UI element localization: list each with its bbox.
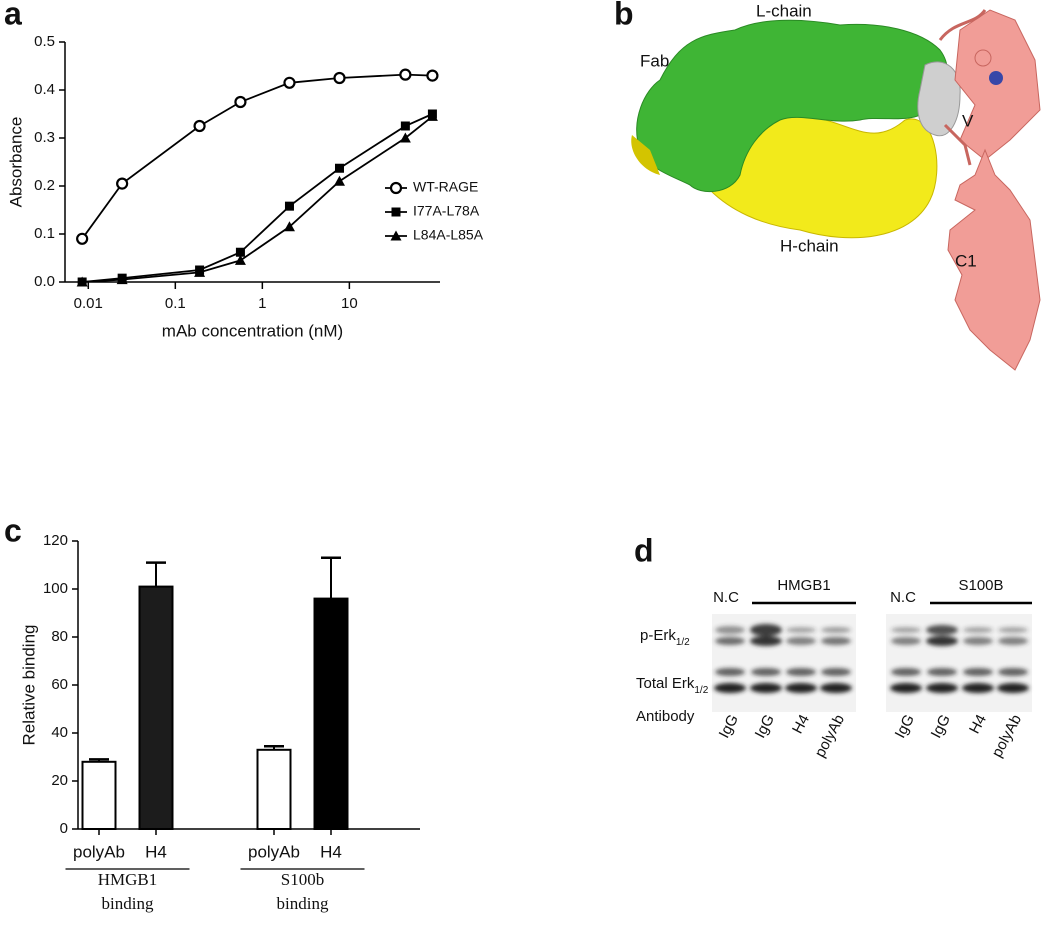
lane-label: polyAb bbox=[988, 712, 1025, 760]
lane-label: IgG bbox=[928, 712, 954, 741]
bar bbox=[313, 597, 349, 830]
x-axis-label: mAb concentration (nM) bbox=[162, 321, 343, 340]
blot-control-label: N.C bbox=[890, 589, 916, 606]
data-point bbox=[399, 68, 412, 81]
legend-label: I77A-L78A bbox=[413, 203, 480, 219]
data-point bbox=[193, 119, 206, 133]
data-point bbox=[334, 163, 344, 173]
group-label: binding bbox=[277, 894, 329, 913]
bar bbox=[138, 585, 174, 830]
y-tick-label: 100 bbox=[43, 580, 68, 597]
data-point bbox=[234, 95, 247, 109]
legend-marker bbox=[391, 207, 401, 217]
group-label: S100b bbox=[281, 870, 324, 889]
blot-treatment-label: S100B bbox=[958, 577, 1003, 594]
panel-letter: a bbox=[4, 0, 22, 31]
lane-label: H4 bbox=[966, 712, 990, 737]
x-tick-label: H4 bbox=[145, 842, 167, 861]
bar bbox=[81, 760, 117, 830]
y-tick-label: 20 bbox=[51, 772, 68, 789]
y-tick-label: 0.4 bbox=[34, 81, 55, 98]
series-line bbox=[81, 73, 433, 240]
legend-label: WT-RAGE bbox=[413, 179, 478, 195]
data-point bbox=[426, 110, 438, 121]
data-point bbox=[116, 177, 129, 190]
data-point bbox=[194, 266, 206, 277]
x-tick-label: 0.01 bbox=[74, 295, 103, 312]
group-label: binding bbox=[102, 894, 154, 913]
data-point bbox=[283, 76, 296, 89]
row-name: Total Erk bbox=[636, 675, 695, 692]
panel-letter: c bbox=[4, 512, 22, 548]
panel-letter: d bbox=[634, 532, 654, 568]
y-axis-label: Relative binding bbox=[19, 625, 38, 746]
row-name: p-Erk bbox=[640, 627, 676, 644]
blot-images bbox=[712, 601, 1032, 712]
x-tick-label: 1 bbox=[258, 295, 266, 312]
bar bbox=[256, 748, 292, 830]
lane-label: polyAb bbox=[811, 712, 848, 760]
group-label: HMGB1 bbox=[98, 870, 158, 889]
legend-marker bbox=[389, 181, 403, 195]
series-line bbox=[82, 113, 433, 283]
x-tick-label: 0.1 bbox=[165, 295, 186, 312]
y-tick-label: 0.1 bbox=[34, 225, 55, 242]
lane-label: IgG bbox=[716, 712, 742, 741]
y-axis-label: Absorbance bbox=[6, 117, 25, 208]
blot-row-label: Total Erk1/2 bbox=[636, 675, 709, 696]
data-point bbox=[116, 274, 128, 285]
panel-letter: b bbox=[614, 0, 634, 31]
lane-label: IgG bbox=[892, 712, 918, 741]
lane-label: IgG bbox=[752, 712, 778, 741]
x-tick-label: polyAb bbox=[248, 842, 300, 861]
blot-row-label: p-Erk1/2 bbox=[640, 627, 690, 648]
data-point bbox=[426, 69, 439, 82]
data-point bbox=[234, 254, 246, 265]
y-tick-label: 0.2 bbox=[34, 177, 55, 194]
data-point bbox=[400, 121, 410, 131]
x-tick-label: H4 bbox=[320, 842, 342, 861]
data-point bbox=[333, 175, 345, 186]
y-tick-label: 120 bbox=[43, 532, 68, 549]
y-tick-label: 0 bbox=[60, 820, 68, 837]
structure-label: H-chain bbox=[780, 236, 839, 255]
y-tick-label: 0.5 bbox=[34, 33, 55, 50]
structure-label: V bbox=[962, 111, 974, 130]
data-point bbox=[399, 132, 411, 143]
x-tick-label: polyAb bbox=[73, 842, 125, 861]
data-point bbox=[76, 276, 88, 287]
y-tick-label: 60 bbox=[51, 676, 68, 693]
legend-label: L84A-L85A bbox=[413, 227, 484, 243]
row-subscript: 1/2 bbox=[676, 637, 690, 648]
blot-treatment-label: HMGB1 bbox=[777, 577, 830, 594]
structure-label: L-chain bbox=[756, 1, 812, 20]
structure-label: C1 bbox=[955, 251, 977, 270]
y-tick-label: 0.3 bbox=[34, 129, 55, 146]
x-tick-label: 10 bbox=[341, 295, 358, 312]
row-subscript: 1/2 bbox=[694, 685, 708, 696]
blot-row-label: Antibody bbox=[636, 708, 695, 725]
y-tick-label: 0.0 bbox=[34, 273, 55, 290]
data-point bbox=[283, 221, 295, 232]
structure-label: Fab bbox=[640, 51, 669, 70]
data-point bbox=[235, 247, 245, 257]
data-point bbox=[76, 232, 89, 245]
series-line bbox=[82, 115, 433, 283]
legend-marker bbox=[390, 230, 402, 241]
data-point bbox=[333, 71, 346, 85]
y-tick-label: 80 bbox=[51, 628, 68, 645]
y-tick-label: 40 bbox=[51, 724, 68, 741]
data-point bbox=[284, 201, 294, 211]
blot-control-label: N.C bbox=[713, 589, 739, 606]
protein-structure bbox=[631, 9, 1041, 371]
lane-label: H4 bbox=[789, 712, 813, 737]
